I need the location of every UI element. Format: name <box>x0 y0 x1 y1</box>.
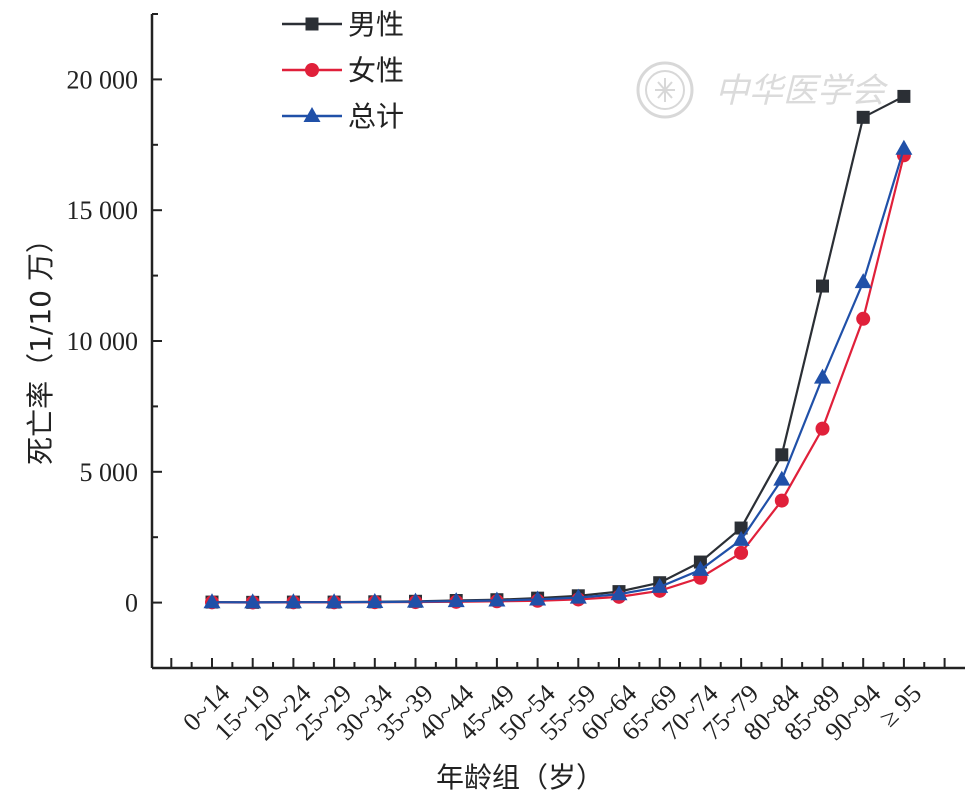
y-tick-label: 10 000 <box>67 327 139 356</box>
data-point <box>529 590 547 606</box>
data-point <box>734 521 748 535</box>
data-point <box>691 560 709 576</box>
legend-label: 总计 <box>348 100 404 133</box>
y-axis-title: 死亡率（1/10 万） <box>24 225 57 465</box>
data-point <box>895 139 913 155</box>
data-point <box>734 545 749 560</box>
legend-item: 女性 <box>282 54 404 87</box>
legend-marker <box>303 107 321 122</box>
data-point <box>325 593 343 609</box>
data-point <box>610 585 628 601</box>
data-point <box>856 110 870 124</box>
data-point <box>407 592 424 608</box>
x-tick-label: ≥ 95 <box>874 679 928 733</box>
data-point <box>651 577 669 593</box>
watermark-text: 中华医学会 <box>715 71 889 111</box>
data-point <box>244 593 262 609</box>
data-point <box>569 588 587 604</box>
series-0 <box>205 89 911 609</box>
data-point <box>775 448 789 462</box>
data-point <box>203 593 221 609</box>
data-point <box>815 421 830 436</box>
data-point <box>814 368 831 384</box>
data-point <box>488 591 506 607</box>
data-point <box>854 273 872 289</box>
series-line <box>211 148 905 604</box>
data-point <box>284 593 302 609</box>
legend-marker <box>305 17 319 31</box>
legend-marker <box>305 63 319 77</box>
data-point <box>774 493 789 508</box>
y-axis-ticks: 0 5 000 10 000 15 000 20 000 <box>67 13 162 669</box>
watermark-seal <box>636 61 694 119</box>
data-point <box>856 311 871 326</box>
legend-item: 总计 <box>282 100 404 133</box>
y-tick-label: 5 000 <box>80 458 139 487</box>
y-tick-label: 0 <box>125 589 138 618</box>
series-2 <box>203 139 913 609</box>
data-point <box>897 89 911 103</box>
watermark: 中华医学会 <box>636 61 889 119</box>
x-axis-ticks: 0~1415~1920~2425~2930~3435~3940~4445~495… <box>170 658 946 746</box>
series-line <box>211 95 905 604</box>
x-axis-title: 年龄组（岁） <box>436 761 604 794</box>
y-tick-label: 15 000 <box>67 196 139 225</box>
series-1 <box>205 148 911 610</box>
data-point <box>366 593 384 609</box>
axes <box>150 14 965 670</box>
data-point <box>447 592 465 608</box>
series-layer <box>203 89 913 610</box>
legend-label: 男性 <box>348 8 404 41</box>
legend-label: 女性 <box>348 54 404 87</box>
legend-item: 男性 <box>282 8 404 41</box>
data-point <box>732 530 750 546</box>
y-tick-label: 20 000 <box>67 65 139 94</box>
data-point <box>773 470 791 486</box>
data-point <box>816 279 829 293</box>
